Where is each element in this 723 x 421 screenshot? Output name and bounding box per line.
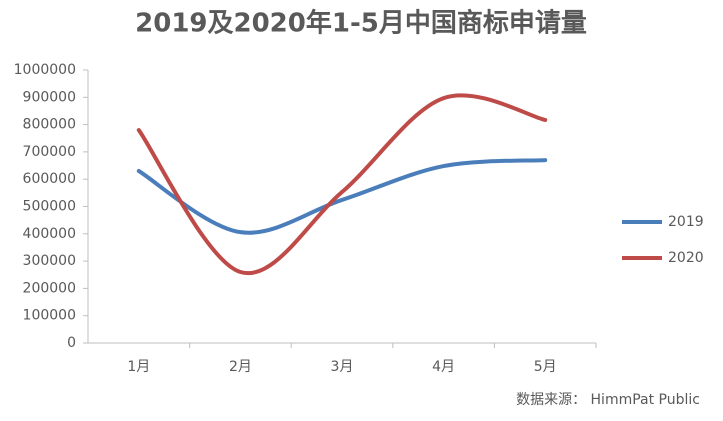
y-tick-label: 200000: [23, 280, 76, 296]
y-tick-label: 300000: [23, 253, 76, 269]
y-tick-label: 0: [67, 335, 76, 351]
line-series: [136, 158, 548, 235]
x-tick-label: 4月: [432, 359, 455, 375]
y-tick-label: 900000: [23, 89, 76, 105]
x-tick-label: 2月: [229, 359, 252, 375]
y-tick-label: 600000: [23, 171, 76, 187]
y-tick-label: 700000: [23, 144, 76, 160]
source-note: 数据来源： HimmPat Public: [516, 392, 700, 408]
y-tick-label: 500000: [23, 199, 76, 215]
y-tick-label: 1000000: [14, 62, 76, 78]
legend-label: 2020: [668, 250, 704, 266]
x-tick-label: 1月: [127, 359, 150, 375]
line-series: [136, 93, 548, 276]
x-tick-label: 5月: [534, 359, 557, 375]
legend-label: 2019: [668, 214, 704, 230]
y-tick-label: 400000: [23, 226, 76, 242]
x-tick-label: 3月: [331, 359, 354, 375]
y-tick-label: 100000: [23, 308, 76, 324]
y-tick-label: 800000: [23, 117, 76, 133]
chart-title: 2019及2020年1-5月中国商标申请量: [135, 8, 587, 39]
